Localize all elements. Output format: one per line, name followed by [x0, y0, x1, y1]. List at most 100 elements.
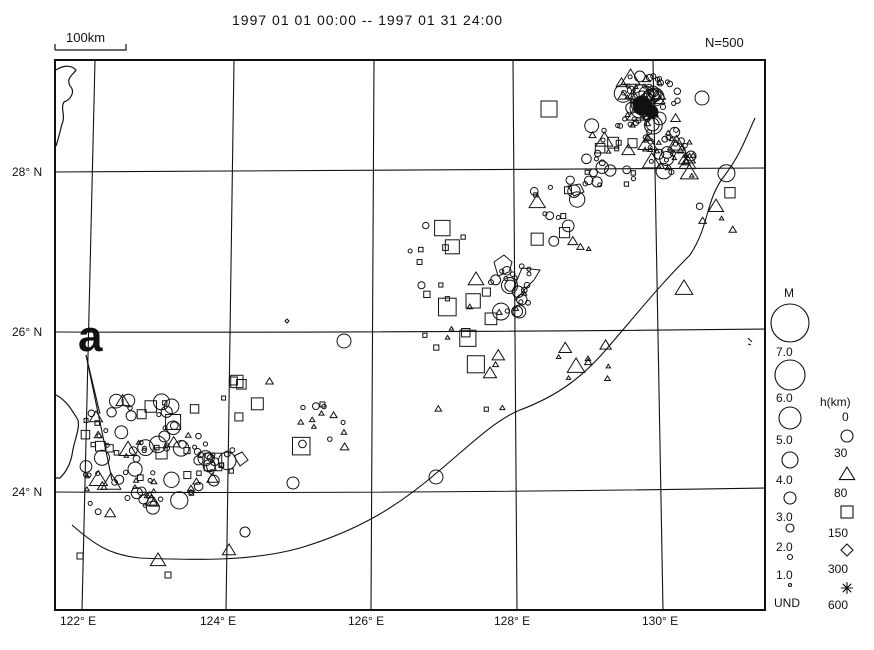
event-asterisk	[841, 582, 853, 594]
event-triangle	[264, 376, 275, 385]
event-circle	[79, 460, 93, 473]
magnitude-legend-circle	[778, 406, 802, 430]
event-circle	[526, 266, 532, 272]
event-triangle	[123, 452, 130, 458]
event-square	[607, 136, 619, 149]
event-square	[433, 344, 440, 351]
event-circle	[311, 402, 320, 411]
event-triangle	[671, 155, 678, 161]
event-triangle	[677, 153, 691, 165]
event-square	[154, 444, 160, 451]
event-square	[83, 417, 89, 423]
event-circle	[584, 118, 600, 134]
event-triangle	[583, 357, 593, 366]
magnitude-legend-circle	[781, 451, 799, 469]
trench-line	[71, 117, 756, 560]
event-square	[540, 100, 558, 118]
event-triangle	[318, 410, 325, 416]
event-square	[234, 412, 244, 422]
event-square	[423, 290, 431, 298]
event-triangle	[308, 416, 316, 423]
magnitude-label: 2.0	[776, 540, 793, 554]
event-circle	[613, 84, 633, 103]
lon-label: 128° E	[494, 614, 531, 628]
depth-label: 30	[834, 446, 848, 460]
event-circle	[593, 149, 602, 158]
event-triangle	[103, 507, 117, 518]
event-square	[484, 312, 498, 326]
event-circle	[95, 471, 101, 477]
event-circle	[193, 481, 204, 492]
event-triangle	[620, 142, 636, 156]
event-circle	[137, 439, 154, 457]
event-square	[465, 293, 481, 309]
event-triangle	[566, 357, 586, 373]
event-triangle	[83, 486, 91, 492]
event-circle	[407, 248, 413, 254]
event-circle	[207, 474, 220, 487]
event-circle	[525, 299, 531, 306]
event-square	[250, 397, 264, 411]
event-circle	[169, 421, 179, 430]
depth-label: 150	[828, 526, 849, 540]
lat-label: 28° N	[12, 165, 43, 179]
event-triangle	[310, 423, 318, 429]
event-circle	[600, 137, 606, 143]
event-triangle	[674, 279, 694, 295]
event-circle	[128, 446, 138, 456]
event-triangle	[628, 121, 637, 128]
event-triangle	[565, 374, 572, 380]
event-circle	[163, 471, 180, 488]
event-triangle	[114, 393, 131, 407]
event-square	[466, 355, 485, 374]
event-circle	[300, 404, 306, 411]
event-square	[228, 376, 238, 386]
event-triangle	[688, 172, 695, 178]
event-square	[136, 474, 144, 482]
event-triangle	[669, 112, 682, 122]
event-triangle	[584, 355, 592, 362]
event-triangle	[676, 144, 688, 154]
event-circle	[210, 457, 220, 467]
event-square	[434, 219, 451, 237]
event-triangle	[88, 410, 104, 423]
event-circle	[583, 175, 594, 186]
event-circle	[595, 160, 609, 174]
event-triangle	[191, 477, 201, 485]
magnitude-legend-circle	[783, 491, 797, 505]
event-circle	[653, 148, 665, 160]
event-circle	[647, 145, 653, 151]
magnitude-legend-title: M	[784, 286, 794, 300]
event-circle	[503, 276, 509, 282]
event-triangle	[641, 151, 662, 169]
event-triangle	[656, 161, 666, 170]
map-frame	[54, 59, 766, 611]
event-circle	[178, 440, 187, 449]
magnitude-label: 5.0	[776, 433, 793, 447]
event-triangle	[656, 79, 663, 85]
event-circle	[195, 432, 202, 440]
event-triangle	[588, 130, 597, 139]
event-square	[144, 400, 157, 413]
event-square	[459, 329, 477, 347]
event-square	[113, 450, 120, 456]
event-cluster	[645, 105, 659, 119]
event-square	[418, 246, 424, 253]
event-square	[80, 429, 91, 440]
event-square	[221, 395, 227, 401]
event-triangle	[605, 363, 612, 369]
event-circle	[512, 304, 527, 319]
event-circle	[192, 444, 198, 450]
event-circle	[163, 444, 171, 452]
event-triangle	[498, 404, 506, 411]
event-square	[94, 420, 101, 426]
event-circle	[141, 447, 147, 454]
scale-bar-label: 100km	[66, 30, 106, 45]
event-triangle	[666, 134, 687, 151]
event-circle	[87, 500, 93, 506]
event-circle	[568, 191, 586, 208]
event-square	[136, 409, 147, 420]
event-circle	[96, 433, 102, 439]
event-triangle	[513, 305, 520, 311]
